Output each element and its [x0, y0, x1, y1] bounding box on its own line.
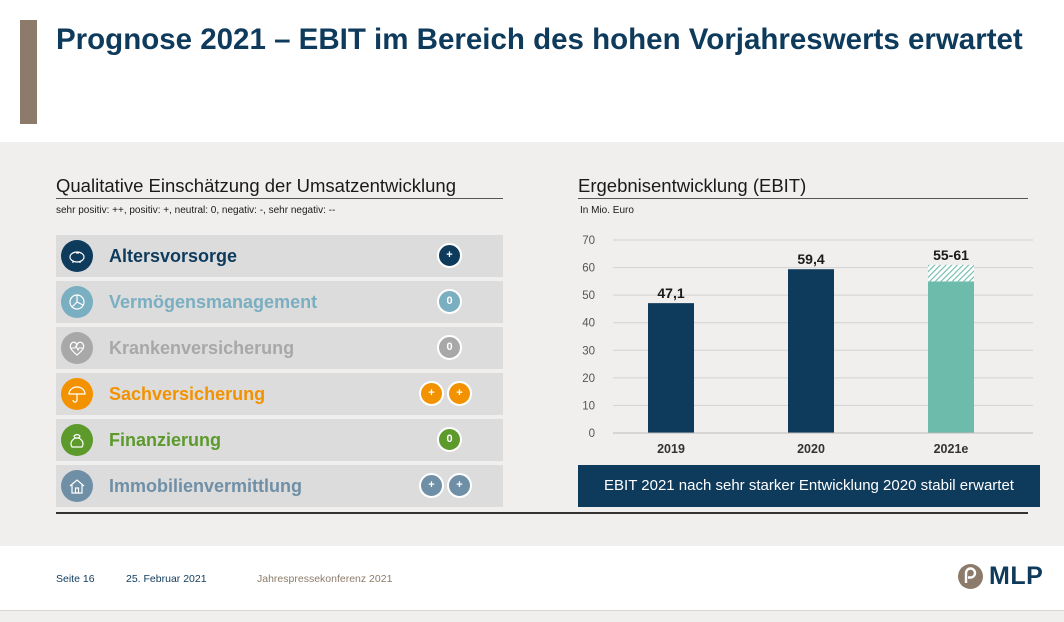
forecast-label: Immobilienvermittlung: [109, 476, 303, 496]
footer-date: 25. Februar 2021: [126, 573, 207, 585]
forecast-label: Vermögensmanagement: [109, 292, 318, 312]
footer-strip: [0, 611, 1064, 622]
slide-title: Prognose 2021 – EBIT im Bereich des hohe…: [56, 23, 1023, 56]
title-accent-bar: [20, 20, 37, 124]
x-tick-label: 2019: [657, 442, 685, 456]
piggy-bank-icon: [61, 240, 93, 272]
y-tick-label: 70: [582, 235, 595, 247]
x-tick-label: 2021e: [934, 442, 969, 456]
data-label: 55-61: [933, 247, 969, 263]
forecast-row: Vermögensmanagement 0: [56, 281, 503, 323]
data-label: 47,1: [657, 285, 684, 301]
rating-badge: 0: [437, 289, 462, 314]
forecast-label: Krankenversicherung: [109, 338, 295, 358]
rating-badge: 0: [437, 427, 462, 452]
y-tick-label: 60: [582, 263, 595, 275]
money-bag-icon: [61, 424, 93, 456]
y-tick-label: 50: [582, 290, 595, 302]
footer: [0, 546, 1064, 610]
y-tick-label: 40: [582, 318, 595, 330]
footer-event: Jahrespressekonferenz 2021: [257, 573, 393, 585]
forecast-label: Altersvorsorge: [109, 246, 238, 266]
left-heading: Qualitative Einschätzung der Umsatzentwi…: [56, 175, 456, 196]
bar-2021e: [928, 281, 974, 433]
forecast-row: Finanzierung 0: [56, 419, 503, 461]
forecast-row: Altersvorsorge +: [56, 235, 503, 277]
rating-badge: +: [419, 473, 444, 498]
bottom-rule: [56, 512, 1028, 514]
y-tick-label: 10: [582, 400, 595, 412]
rating-badge: 0: [437, 335, 462, 360]
summary-box: EBIT 2021 nach sehr starker Entwicklung …: [578, 465, 1040, 507]
bar-2020: [788, 269, 834, 433]
right-heading-rule: [578, 198, 1028, 199]
pie-chart-icon: [61, 286, 93, 318]
data-label: 59,4: [797, 251, 824, 267]
house-icon: [61, 470, 93, 502]
footer-divider: [0, 610, 1064, 611]
rating-badge: +: [447, 473, 472, 498]
y-tick-label: 0: [589, 428, 595, 440]
bar-2019: [648, 303, 694, 433]
x-tick-label: 2020: [797, 442, 825, 456]
y-tick-label: 30: [582, 345, 595, 357]
umbrella-icon: [61, 378, 93, 410]
page-number: Seite 16: [56, 573, 95, 585]
forecast-row: Krankenversicherung 0: [56, 327, 503, 369]
right-heading: Ergebnisentwicklung (EBIT): [578, 175, 807, 196]
bar-range-2021e: [928, 264, 974, 282]
rating-badge: +: [447, 381, 472, 406]
forecast-row: Immobilienvermittlung + +: [56, 465, 503, 507]
logo-text: MLP: [989, 562, 1044, 590]
ebit-bar-chart: 0 10 20 30 40 50 60 70 47,1 2019 59,4 2020 55-61 2021…: [582, 235, 1033, 456]
forecast-label: Sachversicherung: [109, 384, 266, 404]
rating-badge: +: [437, 243, 462, 268]
heart-pulse-icon: [61, 332, 93, 364]
left-heading-rule: [56, 198, 503, 199]
logo-mark-icon: [958, 564, 983, 589]
forecast-label: Finanzierung: [109, 430, 221, 450]
rating-legend: sehr positiv: ++, positiv: +, neutral: 0…: [56, 205, 336, 216]
rating-badge: +: [419, 381, 444, 406]
unit-note: In Mio. Euro: [580, 205, 634, 216]
forecast-row: Sachversicherung + +: [56, 373, 503, 415]
y-tick-label: 20: [582, 373, 595, 385]
